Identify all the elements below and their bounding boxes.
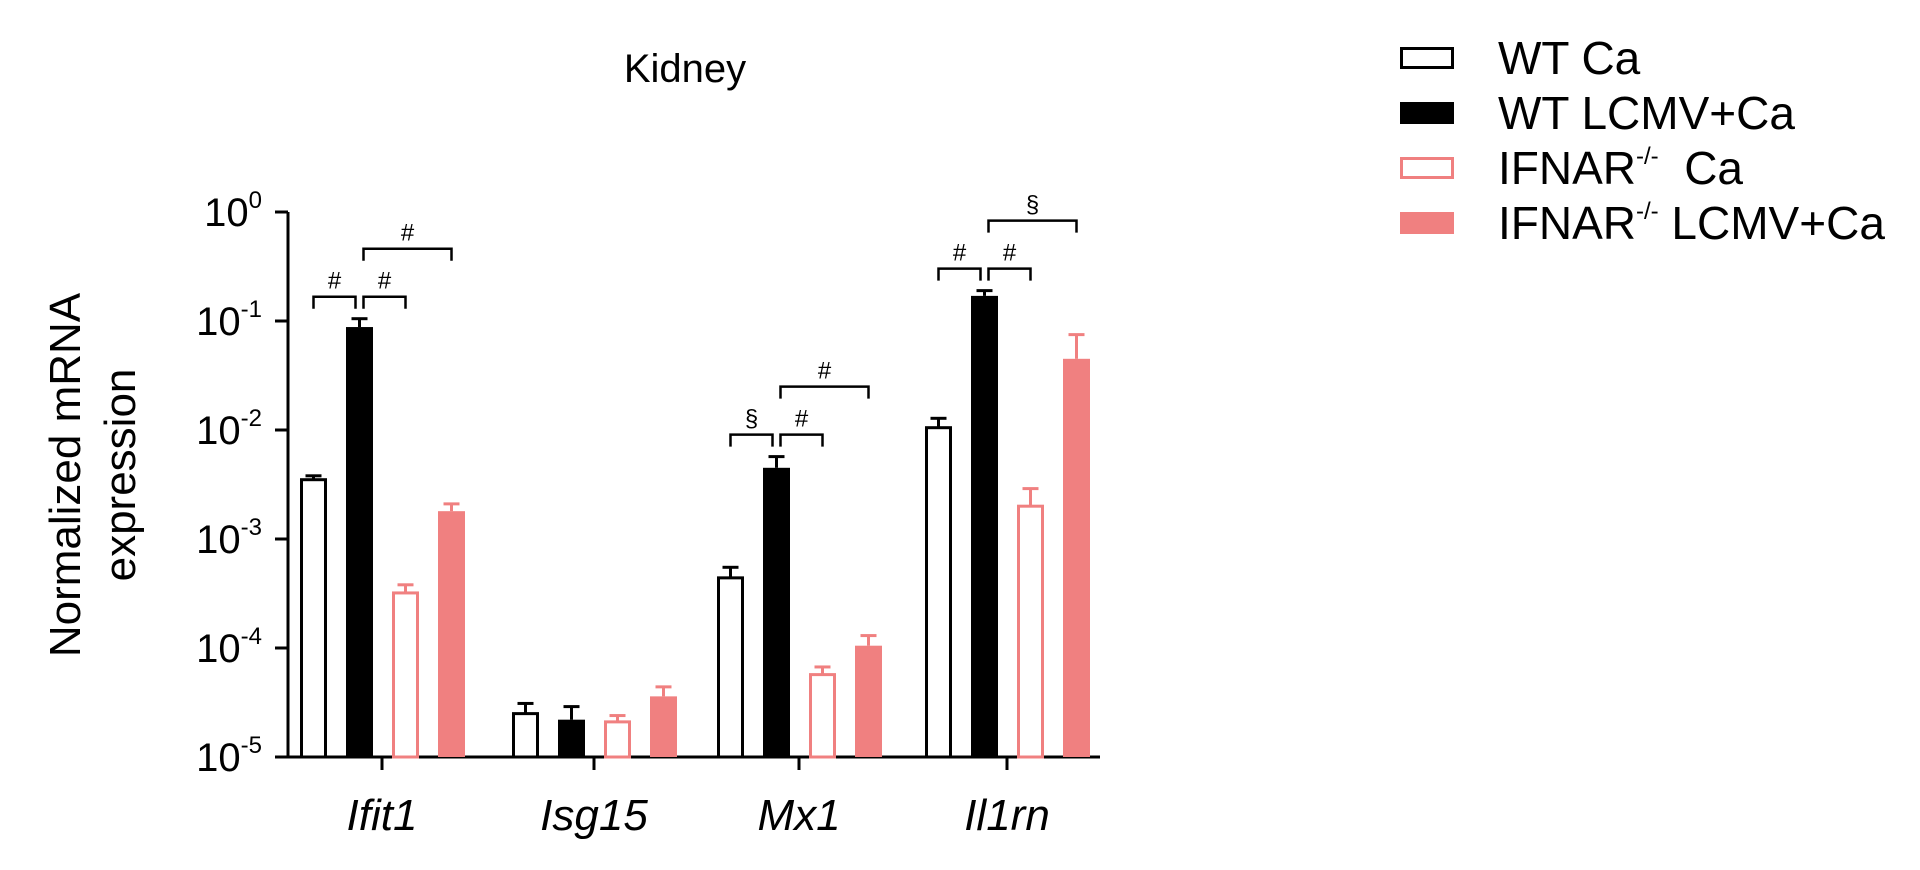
significance-bracket	[779, 433, 824, 447]
x-ticks: Ifit1 Isg15 Mx1 Il1rn	[347, 757, 1050, 840]
significance-bracket	[362, 295, 407, 309]
legend-swatch-ifnar-lcmv-ca	[1400, 211, 1454, 234]
bar-ifnar-lcmv-ca-isg15	[650, 696, 677, 757]
significance-symbol: §	[745, 406, 758, 433]
significance-bracket	[987, 267, 1032, 281]
bar-wt-ca-mx1	[717, 576, 744, 759]
y-ticks: 100 10-1 10-2 10-3 10-4 10-5	[196, 187, 288, 780]
legend-item-wt-ca: WT Ca	[1400, 30, 1885, 85]
significance-symbol: #	[818, 358, 832, 385]
y-tick-label: 10-4	[196, 623, 262, 671]
significance-bracket	[362, 247, 453, 261]
significance-bracket	[937, 267, 982, 281]
y-tick-label: 10-2	[196, 405, 262, 453]
bar-wt-lcmv-ca-ifit1	[346, 327, 373, 757]
significance-bracket	[312, 295, 357, 309]
x-tick-label-isg15: Isg15	[540, 791, 648, 840]
legend-label-wt-ca: WT Ca	[1498, 31, 1641, 84]
legend-item-wt-lcmv-ca: WT LCMV+Ca	[1400, 85, 1885, 140]
bars	[300, 289, 1090, 759]
x-tick-label-mx1: Mx1	[757, 791, 840, 840]
bar-wt-lcmv-ca-mx1	[763, 467, 790, 757]
significance-symbol: #	[378, 268, 392, 295]
y-tick-label: 100	[204, 187, 262, 235]
legend-item-ifnar-ca: IFNAR-/- Ca	[1400, 140, 1885, 195]
legend-swatch-wt-lcmv-ca	[1400, 101, 1454, 124]
significance-symbol: #	[1003, 240, 1017, 267]
legend: WT Ca WT LCMV+Ca IFNAR-/- Ca IFNAR-/- LC…	[1400, 30, 1885, 250]
chart-title: Kidney	[624, 47, 746, 91]
bar-ifnar-lcmv-ca-il1rn	[1063, 358, 1090, 757]
significance-bracket	[729, 433, 774, 447]
bar-wt-ca-isg15	[512, 712, 539, 759]
legend-label-wt-lcmv-ca: WT LCMV+Ca	[1498, 86, 1795, 139]
legend-item-ifnar-lcmv-ca: IFNAR-/- LCMV+Ca	[1400, 195, 1885, 250]
significance-bracket	[987, 219, 1078, 233]
y-tick-label: 10-1	[196, 296, 262, 344]
significance-annotations: # # # § # # # # §	[312, 192, 1078, 447]
significance-symbol: §	[1026, 192, 1039, 219]
bar-wt-lcmv-ca-il1rn	[971, 295, 998, 757]
bar-ifnar-ca-ifit1	[392, 591, 419, 759]
bar-wt-ca-il1rn	[925, 426, 952, 759]
bar-ifnar-ca-il1rn	[1017, 504, 1044, 759]
bar-wt-ca-ifit1	[300, 478, 327, 759]
legend-swatch-wt-ca	[1400, 46, 1454, 69]
bar-ifnar-lcmv-ca-ifit1	[438, 511, 465, 757]
bar-ifnar-lcmv-ca-mx1	[855, 645, 882, 757]
y-axis-label-line1: Normalized mRNA	[41, 292, 90, 657]
legend-label-ifnar-lcmv-ca: IFNAR-/- LCMV+Ca	[1498, 196, 1885, 249]
y-tick-label: 10-3	[196, 514, 262, 562]
significance-bracket	[779, 385, 870, 399]
bar-ifnar-ca-mx1	[809, 673, 836, 759]
x-tick-label-ifit1: Ifit1	[347, 791, 418, 840]
bar-ifnar-ca-isg15	[604, 720, 631, 759]
x-tick-label-il1rn: Il1rn	[964, 791, 1050, 840]
legend-label-ifnar-ca: IFNAR-/- Ca	[1498, 141, 1744, 194]
significance-symbol: #	[953, 240, 967, 267]
significance-symbol: #	[328, 268, 342, 295]
y-tick-label: 10-5	[196, 732, 262, 780]
legend-swatch-ifnar-ca	[1400, 156, 1454, 179]
bar-wt-lcmv-ca-isg15	[558, 719, 585, 757]
significance-symbol: #	[401, 220, 415, 247]
y-axis-label-line2: expression	[96, 369, 145, 582]
significance-symbol: #	[795, 406, 809, 433]
